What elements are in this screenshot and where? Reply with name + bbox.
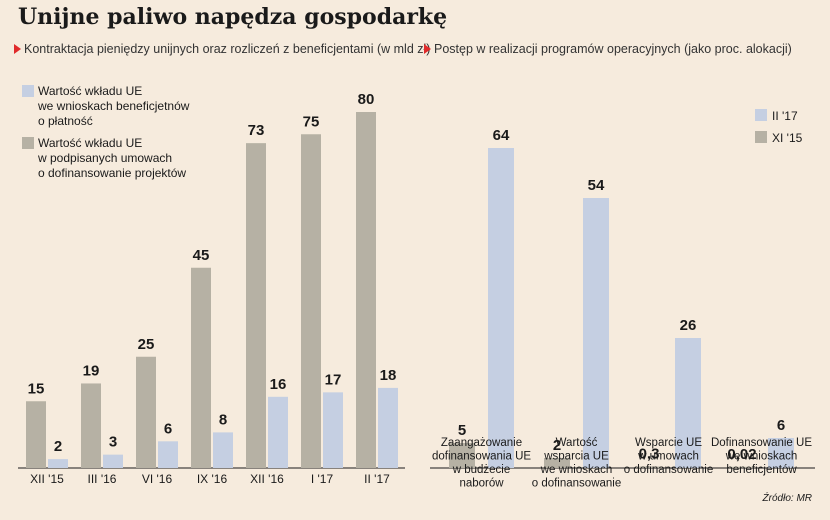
data-label: 18 (380, 367, 397, 384)
bar-blue (48, 459, 68, 468)
category-label: wsparcia UE (543, 451, 609, 463)
bar-blue (675, 338, 701, 468)
legend-swatch (755, 109, 767, 121)
tick-label: IX '16 (197, 472, 228, 486)
red-triangle-icon (424, 44, 431, 54)
bar-blue (583, 198, 609, 468)
bar-blue (103, 454, 123, 468)
legend-swatch (22, 85, 34, 97)
category-label: o dofinansowanie (532, 478, 622, 490)
data-label: 6 (164, 420, 172, 437)
bar-grey (26, 401, 46, 468)
category-label: Dofinansowanie UE (711, 437, 812, 449)
bar-blue (768, 438, 794, 468)
legend-label: we wnioskach beneficjetnów (37, 99, 190, 113)
data-label: 0,3 (639, 446, 660, 463)
legend-label: Wartość wkładu UE (38, 136, 142, 150)
category-label: w umowach (637, 451, 699, 463)
tick-label: III '16 (88, 472, 117, 486)
data-label: 73 (248, 122, 265, 139)
bar-grey (301, 134, 321, 468)
tick-label: XII '15 (30, 472, 64, 486)
tick-label: II '17 (364, 472, 390, 486)
bar-grey (449, 443, 475, 468)
subtitle-right-text: Postęp w realizacji programów operacyjny… (434, 42, 792, 56)
bar-grey (729, 466, 755, 468)
data-label: 75 (303, 113, 320, 130)
category-label: Wsparcie UE (635, 437, 702, 449)
legend-swatch (22, 137, 34, 149)
tick-label: I '17 (311, 472, 334, 486)
data-label: 45 (193, 247, 210, 264)
legend-label: o płatność (38, 114, 93, 128)
data-label: 6 (777, 417, 785, 434)
category-label: beneficjentów (726, 464, 797, 476)
legend-label: XI '15 (772, 131, 803, 145)
bar-blue (488, 148, 514, 468)
legend-label: Wartość wkładu UE (38, 84, 142, 98)
legend-label: w podpisanych umowach (37, 151, 172, 165)
category-label: o dofinansowanie (624, 464, 714, 476)
chart-title: Unijne paliwo napędza gospodarkę (18, 4, 448, 30)
data-label: 64 (493, 127, 510, 144)
data-label: 16 (270, 376, 287, 393)
data-label: 3 (109, 434, 117, 451)
bar-grey (356, 112, 376, 468)
data-label: 5 (458, 422, 466, 439)
category-label: Zaangażowanie (441, 437, 522, 449)
category-label: Wartość (556, 437, 598, 449)
bar-grey (544, 458, 570, 468)
subtitle-right: Postęp w realizacji programów operacyjny… (424, 42, 792, 56)
data-label: 2 (54, 438, 62, 455)
data-label: 0,02 (727, 446, 756, 463)
bar-grey (191, 267, 211, 468)
data-label: 80 (358, 91, 375, 108)
data-label: 25 (138, 336, 155, 353)
category-label: we wnioskach (725, 451, 798, 463)
bar-blue (268, 396, 288, 468)
bar-grey (136, 356, 156, 468)
data-label: 2 (553, 437, 561, 454)
data-label: 26 (680, 317, 697, 334)
category-label: dofinansowania UE (432, 451, 531, 463)
bar-grey (81, 383, 101, 468)
tick-label: VI '16 (142, 472, 173, 486)
legend-label: o dofinansowanie projektów (38, 166, 186, 180)
tick-label: XII '16 (250, 472, 284, 486)
data-label: 54 (588, 177, 605, 194)
subtitle-left-text: Kontraktacja pieniędzy unijnych oraz roz… (24, 42, 431, 56)
bar-blue (213, 432, 233, 468)
legend-label: II '17 (772, 109, 798, 123)
category-label: naborów (459, 478, 504, 490)
bar-blue (323, 392, 343, 468)
source-note: Źródło: MR (762, 493, 812, 504)
bar-blue (378, 387, 398, 468)
data-label: 15 (28, 380, 45, 397)
legend-swatch (755, 131, 767, 143)
bar-grey (246, 143, 266, 468)
subtitle-left: Kontraktacja pieniędzy unijnych oraz roz… (14, 42, 430, 56)
data-label: 8 (219, 411, 227, 428)
data-label: 19 (83, 362, 100, 379)
bar-grey (636, 466, 662, 468)
category-label: we wnioskach (540, 464, 613, 476)
bar-blue (158, 441, 178, 468)
red-triangle-icon (14, 44, 21, 54)
data-label: 17 (325, 371, 342, 388)
category-label: w budżecie (452, 464, 511, 476)
